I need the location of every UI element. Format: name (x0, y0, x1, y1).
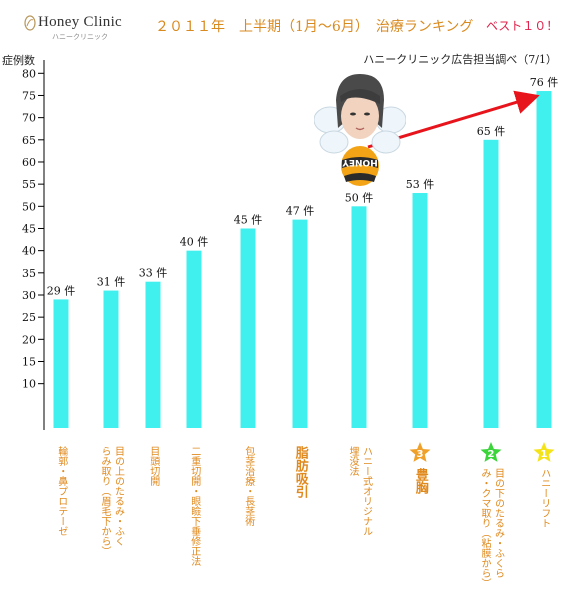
x-category-label: 包茎治療・長茎術 (242, 446, 254, 526)
logo-text: Honey Clinic (38, 14, 123, 30)
bar (240, 228, 256, 428)
y-tick-label: 50 (22, 200, 36, 213)
bar (351, 206, 367, 428)
rank-number: 3 (417, 449, 424, 460)
bar-value-label: 33 件 (139, 267, 168, 280)
bar-value-label: 53 件 (406, 178, 435, 191)
y-tick-label: 55 (22, 178, 36, 191)
mascot-badge-text: HONEY (342, 157, 378, 167)
bar-value-label: 40 件 (180, 236, 209, 249)
bar-value-label: 29 件 (47, 284, 76, 297)
y-tick-label: 70 (22, 112, 36, 125)
bar (145, 281, 161, 428)
y-tick-label: 40 (22, 245, 36, 258)
bar-value-label: 50 件 (345, 191, 374, 204)
y-tick-label: 80 (22, 67, 36, 80)
bar (53, 299, 69, 428)
x-category-label: 目の下のたるみ・ふくら み・クマ取り（粘膜から） (479, 468, 504, 588)
rank-number: 1 (541, 449, 548, 460)
bar-value-label: 31 件 (97, 276, 126, 289)
x-category-label: 二重切開・眼瞼下垂修正法 (188, 446, 200, 566)
bar (292, 219, 308, 428)
bar-value-label: 45 件 (234, 213, 263, 226)
x-category-label: 脂肪吸引 (292, 446, 308, 498)
bar (186, 250, 202, 428)
x-category-label: 目頭切開 (147, 446, 159, 486)
source-note: ハニークリニック広告担当調べ（7/1） (363, 53, 557, 66)
x-category-label: 目の上のたるみ・ふく らみ取り（眉毛下から） (99, 446, 124, 556)
bar (536, 91, 552, 429)
bar-value-label: 65 件 (477, 125, 506, 138)
x-category-label: 豊胸 (412, 468, 428, 494)
y-tick-label: 10 (22, 378, 36, 391)
x-category-label: ハニーリフト (538, 468, 550, 528)
y-tick-label: 20 (22, 333, 36, 346)
y-tick-label: 60 (22, 156, 36, 169)
clinic-logo: Honey Clinic ハニークリニック (24, 14, 123, 42)
logo-mark-icon (24, 15, 36, 31)
logo-subtext: ハニークリニック (52, 33, 108, 41)
bar-value-label: 76 件 (530, 76, 559, 89)
rank-star-icon (409, 442, 431, 462)
y-tick-label: 25 (22, 311, 36, 324)
y-tick-label: 15 (22, 355, 36, 368)
rank-star-icon (480, 442, 502, 462)
best-ten-label: ベスト１０！ (486, 19, 559, 33)
mascot-bee-illustration: HONEY (314, 74, 406, 186)
y-tick-label: 65 (22, 134, 36, 147)
bar (103, 290, 119, 428)
y-axis-label: 症例数 (2, 54, 35, 67)
y-tick-label: 45 (22, 222, 36, 235)
y-tick-label: 35 (22, 267, 36, 280)
bar-value-label: 47 件 (286, 205, 315, 218)
chart-title: ２０１１年 上半期（1月～6月） 治療ランキング (155, 19, 474, 35)
bar (483, 139, 499, 428)
bar (412, 193, 428, 428)
rank-star-icon (533, 442, 555, 462)
rank-number: 2 (488, 449, 495, 460)
y-tick-label: 30 (22, 289, 36, 302)
y-tick-label: 75 (22, 89, 36, 102)
x-category-label: ハニー式オリジナル 埋没法 (347, 446, 372, 536)
x-category-label: 輪郭・鼻プロテーゼ (55, 446, 67, 536)
